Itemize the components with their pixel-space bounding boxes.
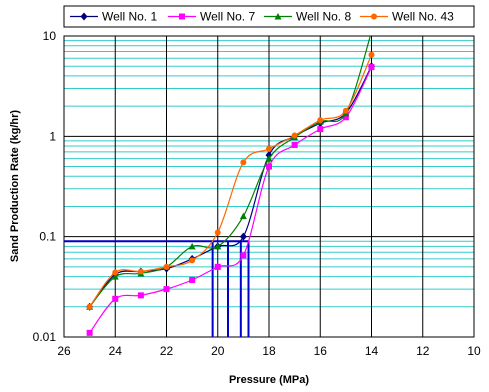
series-group	[86, 28, 375, 336]
data-point-circle	[371, 13, 377, 20]
data-point-circle	[240, 159, 247, 166]
data-point-circle	[112, 269, 119, 276]
data-point-triangle	[368, 28, 375, 35]
data-point-diamond	[80, 12, 88, 21]
plot-border	[63, 35, 475, 338]
data-point-triangle	[274, 13, 282, 20]
data-point-square	[240, 252, 247, 259]
legend-label: Well No. 1	[102, 10, 157, 24]
x-tick-label: 12	[416, 344, 430, 358]
data-point-square	[214, 263, 221, 270]
x-tick-label: 20	[211, 344, 225, 358]
data-point-square	[137, 292, 144, 299]
x-tick-label: 10	[467, 344, 481, 358]
x-tick-label: 24	[109, 344, 123, 358]
y-tick-label: 10	[43, 29, 57, 43]
data-point-circle	[214, 229, 221, 236]
data-point-triangle	[111, 273, 119, 280]
data-point-square	[266, 163, 272, 170]
data-point-triangle	[214, 242, 222, 250]
data-point-square	[179, 13, 185, 20]
series-well-no-7	[86, 64, 375, 336]
data-point-circle	[86, 303, 93, 310]
y-tick-label: 0.1	[39, 230, 56, 244]
data-point-square	[112, 295, 119, 302]
x-tick-label: 22	[160, 344, 174, 358]
data-point-square	[291, 141, 298, 148]
x-tick-label: 26	[57, 344, 71, 358]
data-point-triangle	[265, 155, 273, 162]
legend-label: Well No. 7	[200, 10, 255, 24]
data-point-circle	[368, 51, 375, 58]
data-point-circle	[163, 263, 170, 270]
data-point-square	[86, 329, 93, 336]
data-point-square	[317, 126, 324, 133]
data-point-circle	[291, 132, 298, 139]
data-point-circle	[266, 145, 272, 152]
y-tick-label: 0.01	[33, 330, 57, 344]
data-point-diamond	[239, 232, 247, 241]
data-point-circle	[342, 107, 349, 114]
data-point-square	[368, 64, 375, 71]
data-point-triangle	[188, 242, 196, 250]
y-tick-label: 1	[49, 129, 56, 143]
legend-label: Well No. 43	[392, 10, 454, 24]
data-point-circle	[189, 257, 196, 264]
y-axis-title: Sand Production Rate (kg/hr)	[9, 110, 21, 263]
series-clipped	[86, 28, 375, 336]
data-point-circle	[137, 268, 144, 275]
x-axis-title: Pressure (MPa)	[229, 374, 309, 386]
data-point-square	[163, 286, 170, 293]
series-well-no-43	[86, 51, 375, 310]
legend-label: Well No. 8	[296, 10, 351, 24]
legend: Well No. 1 Well No. 7 Well No. 8 Well No. 4…	[63, 5, 475, 28]
data-point-triangle	[239, 212, 247, 220]
data-point-square	[189, 276, 196, 283]
data-point-square	[342, 114, 349, 121]
tick-labels: 26 24 22 20 18 16 14 12 10 0.01 0.1 1 10	[33, 29, 481, 358]
data-point-circle	[317, 117, 324, 124]
x-tick-label: 18	[262, 344, 276, 358]
x-tick-label: 16	[314, 344, 328, 358]
x-tick-label: 14	[365, 344, 379, 358]
